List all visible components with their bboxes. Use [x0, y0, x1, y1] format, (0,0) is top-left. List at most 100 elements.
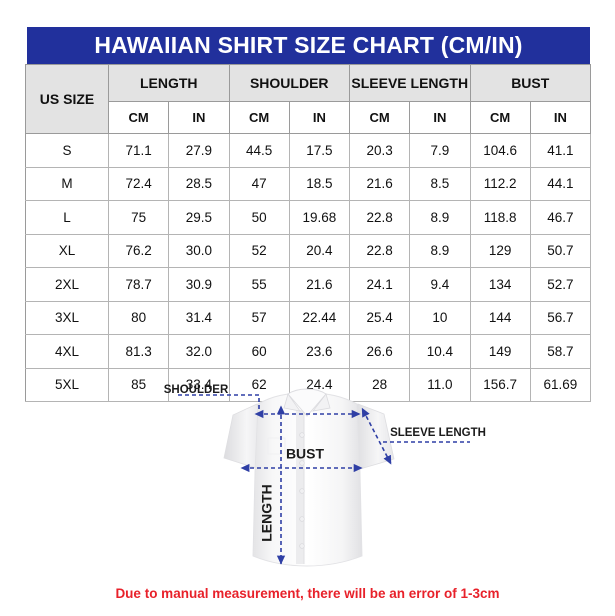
cell-us-size: XL: [25, 233, 109, 268]
diagram-label-bust: BUST: [286, 446, 325, 462]
cell-shoulder-cm: 60: [228, 334, 290, 369]
cell-length-in: 30.9: [168, 267, 230, 302]
cell-length-cm: 72.4: [107, 166, 170, 201]
cell-shoulder-cm: 57: [228, 300, 290, 335]
unit-header-bust-cm: CM: [469, 101, 531, 134]
unit-header-sleeve-in: IN: [409, 101, 471, 134]
cell-length-cm: 78.7: [107, 267, 170, 302]
measurement-diagram: SHOULDER SLEEVE LENGTH BUST LENGTH: [0, 380, 615, 585]
cell-shoulder-cm: 47: [228, 166, 290, 201]
cell-sleeve-cm: 26.6: [348, 334, 411, 369]
cell-sleeve-in: 8.9: [409, 200, 471, 235]
chart-title-bar: HAWAIIAN SHIRT SIZE CHART (CM/IN): [27, 27, 590, 64]
cell-us-size: S: [25, 133, 109, 168]
cell-length-cm: 71.1: [107, 133, 170, 168]
cell-shoulder-in: 17.5: [288, 133, 351, 168]
cell-us-size: L: [25, 200, 109, 235]
cell-sleeve-in: 7.9: [409, 133, 471, 168]
cell-bust-in: 56.7: [529, 300, 592, 335]
cell-shoulder-in: 19.68: [288, 200, 351, 235]
cell-sleeve-cm: 22.8: [348, 200, 411, 235]
cell-shoulder-in: 18.5: [288, 166, 351, 201]
cell-bust-cm: 112.2: [469, 166, 531, 201]
cell-bust-cm: 144: [469, 300, 531, 335]
column-header-bust: BUST: [469, 64, 591, 102]
table-row: M 72.4 28.5 47 18.5 21.6 8.5 112.2 44.1: [25, 166, 592, 201]
cell-length-cm: 80: [107, 300, 170, 335]
measurement-disclaimer: Due to manual measurement, there will be…: [115, 586, 500, 601]
cell-bust-in: 61.69: [529, 367, 592, 402]
cell-bust-cm: 156.7: [469, 367, 531, 402]
cell-length-cm: 81.3: [107, 334, 170, 369]
size-chart-table: US SIZE LENGTH SHOULDER SLEEVE LENGTH BU…: [25, 64, 592, 402]
cell-sleeve-in: 8.5: [409, 166, 471, 201]
cell-length-in: 32.0: [168, 334, 230, 369]
cell-shoulder-cm: 44.5: [228, 133, 290, 168]
cell-sleeve-cm: 24.1: [348, 267, 411, 302]
cell-shoulder-in: 23.6: [288, 334, 351, 369]
cell-shoulder-in: 20.4: [288, 233, 351, 268]
group-header-row: US SIZE LENGTH SHOULDER SLEEVE LENGTH BU…: [25, 64, 591, 134]
cell-sleeve-cm: 21.6: [348, 166, 411, 201]
cell-us-size: 4XL: [25, 334, 109, 369]
table-header: US SIZE LENGTH SHOULDER SLEEVE LENGTH BU…: [25, 64, 592, 134]
cell-length-in: 33.4: [168, 367, 230, 402]
shoulder-measure-line: [178, 394, 260, 411]
cell-sleeve-in: 10: [409, 300, 471, 335]
cell-bust-in: 44.1: [529, 166, 592, 201]
cell-us-size: M: [25, 166, 109, 201]
diagram-label-sleeve-length: SLEEVE LENGTH: [390, 427, 486, 439]
unit-header-bust-in: IN: [529, 101, 592, 134]
cell-sleeve-cm: 25.4: [348, 300, 411, 335]
cell-bust-cm: 118.8: [469, 200, 531, 235]
cell-length-cm: 75: [107, 200, 170, 235]
unit-header-row: CM IN CM IN CM IN CM IN: [26, 101, 592, 134]
table-body: S 71.1 27.9 44.5 17.5 20.3 7.9 104.6 41.1 M 72.4 28…: [25, 133, 592, 402]
cell-length-in: 27.9: [168, 133, 230, 168]
cell-length-in: 28.5: [168, 166, 230, 201]
cell-length-in: 31.4: [168, 300, 230, 335]
cell-bust-in: 58.7: [529, 334, 592, 369]
cell-bust-in: 50.7: [529, 233, 592, 268]
table-row: 3XL 80 31.4 57 22.44 25.4 10 144 56.7: [25, 300, 592, 335]
cell-sleeve-cm: 28: [348, 367, 411, 402]
column-header-length: LENGTH: [108, 64, 230, 102]
column-header-us-size: US SIZE: [25, 64, 109, 134]
cell-bust-cm: 134: [469, 267, 531, 302]
cell-bust-cm: 149: [469, 334, 531, 369]
cell-shoulder-cm: 55: [228, 267, 290, 302]
cell-shoulder-in: 21.6: [288, 267, 351, 302]
sleeve-length-arrow: [361, 407, 470, 465]
cell-bust-cm: 129: [469, 233, 531, 268]
unit-header-length-cm: CM: [107, 101, 170, 134]
page-title: HAWAIIAN SHIRT SIZE CHART (CM/IN): [94, 32, 523, 58]
table-row: XL 76.2 30.0 52 20.4 22.8 8.9 129 50.7: [25, 233, 592, 268]
cell-shoulder-in: 22.44: [288, 300, 351, 335]
unit-header-sleeve-cm: CM: [348, 101, 411, 134]
cell-bust-in: 46.7: [529, 200, 592, 235]
cell-sleeve-cm: 22.8: [348, 233, 411, 268]
diagram-label-shoulder: SHOULDER: [164, 384, 229, 396]
cell-sleeve-in: 11.0: [409, 367, 471, 402]
cell-length-in: 30.0: [168, 233, 230, 268]
column-header-sleeve-length: SLEEVE LENGTH: [349, 64, 471, 102]
cell-us-size: 2XL: [25, 267, 109, 302]
unit-header-length-in: IN: [168, 101, 230, 134]
unit-header-shoulder-cm: CM: [228, 101, 290, 134]
cell-sleeve-in: 10.4: [409, 334, 471, 369]
cell-bust-in: 52.7: [529, 267, 592, 302]
cell-sleeve-in: 8.9: [409, 233, 471, 268]
column-header-shoulder: SHOULDER: [228, 64, 350, 102]
cell-us-size: 5XL: [25, 367, 109, 402]
diagram-label-length: LENGTH: [259, 484, 275, 542]
cell-shoulder-cm: 52: [228, 233, 290, 268]
cell-sleeve-cm: 20.3: [348, 133, 411, 168]
cell-length-cm: 76.2: [107, 233, 170, 268]
cell-bust-cm: 104.6: [469, 133, 531, 168]
table-row: 2XL 78.7 30.9 55 21.6 24.1 9.4 134 52.7: [25, 267, 592, 302]
cell-sleeve-in: 9.4: [409, 267, 471, 302]
table-row: L 75 29.5 50 19.68 22.8 8.9 118.8 46.7: [25, 200, 592, 235]
cell-shoulder-cm: 50: [228, 200, 290, 235]
cell-length-in: 29.5: [168, 200, 230, 235]
cell-us-size: 3XL: [25, 300, 109, 335]
